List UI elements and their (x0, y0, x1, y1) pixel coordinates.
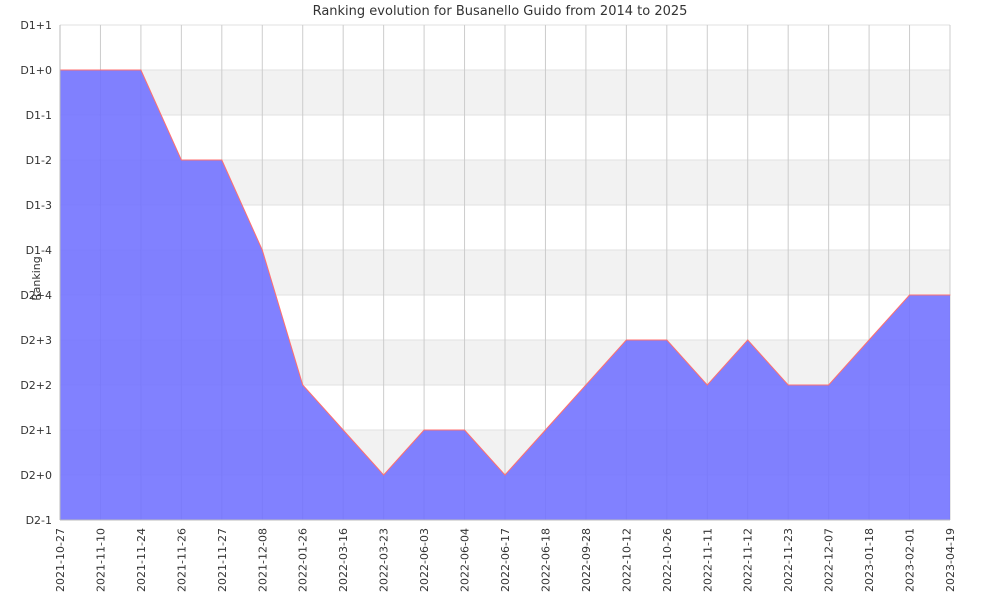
x-tick-label: 2021-12-08 (256, 528, 269, 592)
x-tick-label: 2022-06-03 (418, 528, 431, 592)
chart-title: Ranking evolution for Busanello Guido fr… (312, 4, 688, 19)
y-tick-label: D1-3 (26, 199, 52, 212)
x-tick-label: 2022-11-12 (742, 528, 755, 592)
x-tick-label: 2022-10-12 (620, 528, 633, 592)
x-tick-label: 2022-06-18 (539, 528, 552, 592)
x-tick-label: 2022-11-23 (782, 528, 795, 592)
x-tick-label: 2022-03-23 (378, 528, 391, 592)
x-tick-label: 2021-11-24 (135, 528, 148, 592)
data-point (383, 474, 385, 476)
y-tick-label: D1-4 (26, 244, 52, 257)
data-point (464, 429, 466, 431)
series-area (60, 70, 950, 520)
data-point (585, 384, 587, 386)
x-tick-label: 2021-11-10 (94, 528, 107, 592)
x-tick-label: 2022-10-26 (661, 528, 674, 592)
data-point (625, 339, 627, 341)
data-point (423, 429, 425, 431)
data-point (544, 429, 546, 431)
data-point (949, 294, 951, 296)
x-tick-label: 2023-04-19 (944, 528, 957, 592)
data-point (706, 384, 708, 386)
y-tick-label: D2+1 (20, 424, 52, 437)
x-tick-label: 2022-03-16 (337, 528, 350, 592)
y-tick-label: D2+3 (20, 334, 52, 347)
x-tick-label: 2023-02-01 (904, 528, 917, 592)
data-point (504, 474, 506, 476)
y-tick-label: D2+2 (20, 379, 52, 392)
x-tick-label: 2022-06-04 (459, 528, 472, 592)
data-point (909, 294, 911, 296)
data-point (787, 384, 789, 386)
x-tick-label: 2022-12-07 (823, 528, 836, 592)
data-point (666, 339, 668, 341)
data-point (868, 339, 870, 341)
y-tick-label: D2+0 (20, 469, 52, 482)
x-tick-label: 2022-09-28 (580, 528, 593, 592)
data-point (99, 69, 101, 71)
data-point (342, 429, 344, 431)
data-point (828, 384, 830, 386)
y-tick-label: D1+0 (20, 64, 52, 77)
y-tick-label: D2-1 (26, 514, 52, 527)
x-tick-label: 2021-11-27 (216, 528, 229, 592)
y-tick-label: D1-2 (26, 154, 52, 167)
data-point (140, 69, 142, 71)
x-tick-label: 2021-11-26 (175, 528, 188, 592)
x-tick-label: 2022-01-26 (297, 528, 310, 592)
data-point (261, 249, 263, 251)
y-tick-label: D2+4 (20, 289, 52, 302)
data-point (302, 384, 304, 386)
data-point (221, 159, 223, 161)
x-tick-label: 2023-01-18 (863, 528, 876, 592)
x-tick-label: 2022-11-11 (701, 528, 714, 592)
data-point (180, 159, 182, 161)
y-tick-label: D1+1 (20, 19, 52, 32)
x-tick-label: 2022-06-17 (499, 528, 512, 592)
y-tick-label: D1-1 (26, 109, 52, 122)
x-tick-label: 2021-10-27 (54, 528, 67, 592)
data-point (747, 339, 749, 341)
